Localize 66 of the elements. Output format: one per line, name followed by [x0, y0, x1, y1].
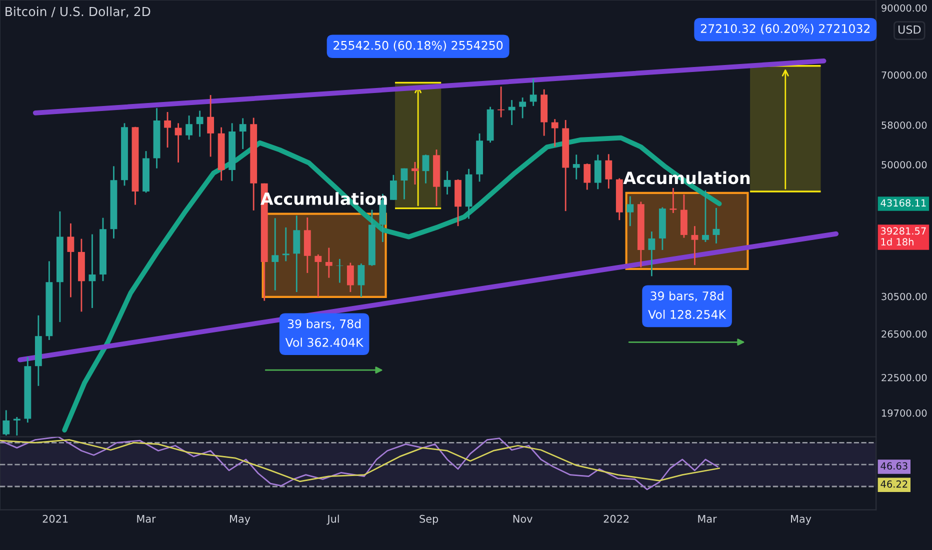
x-tick-label: 2021 [42, 514, 68, 523]
candlestick [572, 154, 580, 180]
candlestick [67, 222, 74, 298]
y-tick-label: 22500.00 [882, 374, 927, 382]
candlestick [293, 214, 300, 293]
candlestick [605, 153, 612, 190]
text: 46.22 [880, 480, 908, 488]
x-tick-label: Sep [420, 514, 438, 525]
y-tick-label: 30500.00 [882, 292, 927, 300]
y-tick-label: 19700.00 [882, 409, 927, 417]
annotation: 39 bars, 78d Vol 128.254K [648, 291, 726, 319]
x-tick-label: 2022 [604, 514, 629, 523]
candlestick [186, 114, 193, 140]
y-tick-label: 70000.00 [882, 71, 927, 79]
candlestick [272, 217, 279, 292]
annotation: 25542.50 (60.18%) 2554250 [334, 40, 503, 52]
y-tick-label: 26500.00 [882, 330, 927, 338]
text: 46.63 [880, 462, 908, 470]
candlestick [422, 154, 430, 184]
chart-title: Bitcoin / U.S. Dollar, 2D [6, 6, 150, 18]
candlestick [519, 96, 526, 119]
candlestick [336, 258, 344, 284]
candlestick [498, 86, 505, 118]
candlestick [358, 262, 365, 298]
x-tick-label: May [230, 515, 250, 525]
candlestick [702, 190, 709, 243]
candlestick [196, 110, 204, 138]
x-tick-label: Mar [137, 515, 156, 523]
candlestick [325, 247, 332, 278]
candlestick [207, 94, 214, 158]
text: USD [898, 25, 921, 34]
x-tick-label: May [791, 515, 812, 525]
candlestick [400, 168, 408, 200]
text: 43168.11 [880, 199, 926, 207]
x-tick-label: Jul [326, 514, 339, 525]
text: 39281.57 1d 18h [880, 227, 926, 246]
candlestick [551, 118, 558, 148]
candlestick [648, 230, 656, 277]
candlestick [390, 174, 397, 201]
candlestick [282, 226, 290, 262]
candlestick [594, 154, 602, 190]
candlestick [584, 162, 591, 190]
candlestick [164, 111, 171, 148]
annotation: 27210.32 (60.20%) 2721032 [700, 24, 870, 34]
candlestick [626, 196, 634, 227]
candlestick [444, 170, 451, 196]
annotation: 39 bars, 78d Vol 362.404K [285, 319, 364, 347]
candlestick [691, 225, 698, 266]
x-tick-label: Mar [698, 515, 717, 523]
candlestick [88, 234, 96, 309]
y-tick-label: 90000.00 [882, 4, 927, 12]
candlestick [2, 410, 10, 436]
candlestick [174, 122, 182, 164]
candlestick [670, 187, 677, 214]
candlestick [412, 161, 418, 186]
y-tick-label: 50000.00 [882, 161, 927, 168]
candlestick [508, 99, 516, 126]
candlestick [314, 254, 322, 298]
candlestick [13, 416, 20, 436]
candlestick [712, 207, 720, 244]
x-tick-label: Nov [513, 515, 532, 523]
candlestick [346, 262, 354, 293]
candlestick [239, 118, 246, 150]
bar [750, 66, 821, 192]
y-tick-label: 58000.00 [882, 122, 927, 129]
candlestick [530, 78, 537, 107]
